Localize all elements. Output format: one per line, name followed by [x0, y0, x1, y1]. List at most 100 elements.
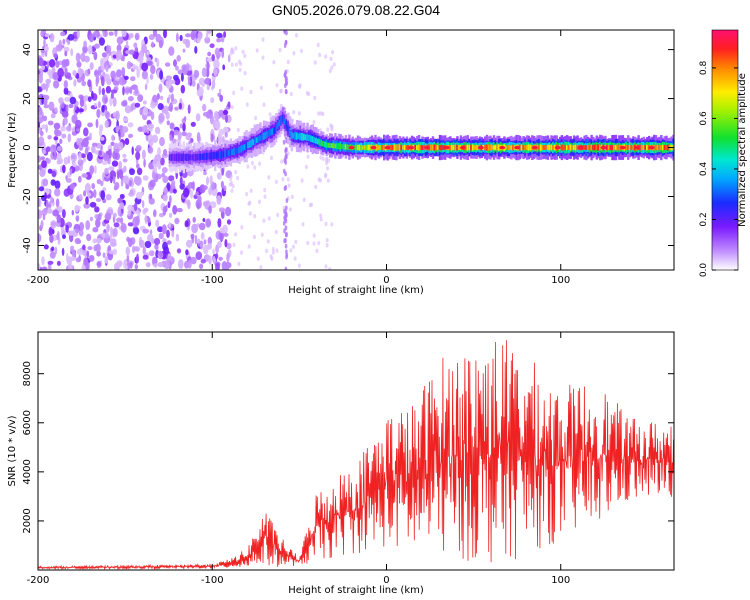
ridge-cell: [586, 145, 590, 150]
noise-blob: [38, 70, 41, 75]
ridge-cell: [485, 144, 489, 151]
noise-blob: [159, 250, 162, 256]
noise-blob: [56, 233, 60, 241]
spike-blob: [284, 39, 288, 45]
noise-blob: [190, 30, 196, 41]
noise-blob: [207, 51, 212, 57]
noise-blob: [41, 83, 47, 90]
noise-blob: [176, 248, 182, 254]
noise-blob: [50, 221, 57, 226]
ridge-cell: [353, 145, 356, 150]
ridge-cell: [379, 145, 382, 150]
noise-blob: [218, 88, 222, 94]
ridge-cell: [173, 153, 177, 161]
ridge-cell: [618, 144, 621, 151]
noise-blob: [116, 69, 122, 78]
ridge-cell: [257, 135, 260, 143]
ridge-cell: [198, 153, 201, 161]
ridge-cell: [574, 144, 578, 151]
noise-blob: [223, 31, 227, 38]
noise-blob: [113, 175, 116, 185]
noise-blob: [168, 222, 171, 228]
noise-blob: [57, 67, 64, 78]
noise-blob: [70, 256, 76, 261]
noise-blob: [121, 100, 128, 107]
ridge-cell: [552, 145, 555, 150]
noise-blob: [74, 237, 81, 245]
noise-blob: [68, 103, 74, 109]
ridge-cell: [222, 151, 226, 158]
noise-blob: [243, 53, 247, 58]
noise-blob: [187, 76, 191, 85]
ridge-cell: [316, 138, 320, 145]
noise-blob: [321, 111, 325, 117]
ridge-cell: [630, 145, 633, 150]
noise-blob: [63, 117, 68, 125]
noise-blob: [216, 32, 223, 39]
ridge-cell: [250, 139, 253, 148]
noise-blob: [198, 222, 206, 231]
noise-blob: [50, 113, 56, 119]
noise-blob: [49, 234, 54, 244]
ridge-cell: [644, 145, 647, 150]
noise-blob: [262, 102, 266, 107]
noise-blob: [218, 256, 223, 261]
noise-blob: [69, 96, 77, 105]
ridge-cell: [332, 142, 335, 149]
noise-blob: [75, 215, 80, 222]
y-tick-label: 40: [22, 43, 33, 56]
ridge-cell: [403, 144, 407, 151]
noise-blob: [52, 72, 59, 81]
noise-blob: [313, 60, 317, 65]
ridge-peak: [577, 145, 584, 150]
noise-blob: [227, 101, 231, 108]
noise-blob: [209, 43, 215, 48]
noise-blob: [297, 111, 301, 116]
ridge-cell: [269, 129, 273, 136]
noise-blob: [297, 263, 301, 268]
noise-blob: [98, 150, 103, 156]
noise-blob: [319, 217, 323, 222]
ridge-cell: [360, 145, 363, 150]
noise-blob: [149, 179, 156, 188]
noise-blob: [110, 70, 116, 79]
ridge-cell: [391, 144, 395, 151]
noise-blob: [204, 77, 211, 85]
noise-blob: [249, 188, 253, 193]
ridge-cell: [215, 152, 219, 159]
noise-blob: [180, 72, 184, 82]
y-tick-label: 20: [22, 92, 33, 105]
ridge-cell: [454, 144, 457, 151]
noise-blob: [280, 159, 284, 164]
ridge-cell: [276, 122, 280, 129]
noise-blob: [86, 233, 92, 242]
spike-blob: [285, 254, 288, 260]
ridge-cell: [592, 145, 595, 150]
noise-blob: [154, 237, 161, 246]
noise-blob: [210, 97, 215, 104]
noise-blob: [122, 126, 128, 131]
ridge-cell: [226, 149, 229, 158]
noise-blob: [48, 59, 56, 68]
ridge-cell: [541, 145, 544, 150]
noise-blob: [104, 97, 108, 103]
noise-blob: [45, 158, 51, 164]
noise-blob: [66, 177, 72, 183]
ridge-cell: [512, 144, 515, 151]
ridge-cell: [221, 151, 224, 159]
noise-blob: [43, 38, 46, 47]
noise-blob: [47, 168, 53, 174]
noise-blob: [162, 193, 168, 202]
noise-blob: [267, 216, 271, 221]
noise-blob: [229, 177, 233, 182]
ridge-cell: [252, 139, 255, 146]
ridge-cell: [435, 144, 438, 151]
noise-blob: [179, 183, 185, 190]
noise-blob: [135, 151, 141, 160]
noise-blob: [85, 196, 89, 205]
noise-blob: [202, 218, 206, 222]
ridge-cell: [525, 145, 529, 151]
ridge-cell: [224, 150, 227, 158]
noise-blob: [224, 206, 232, 217]
noise-blob: [141, 70, 148, 80]
